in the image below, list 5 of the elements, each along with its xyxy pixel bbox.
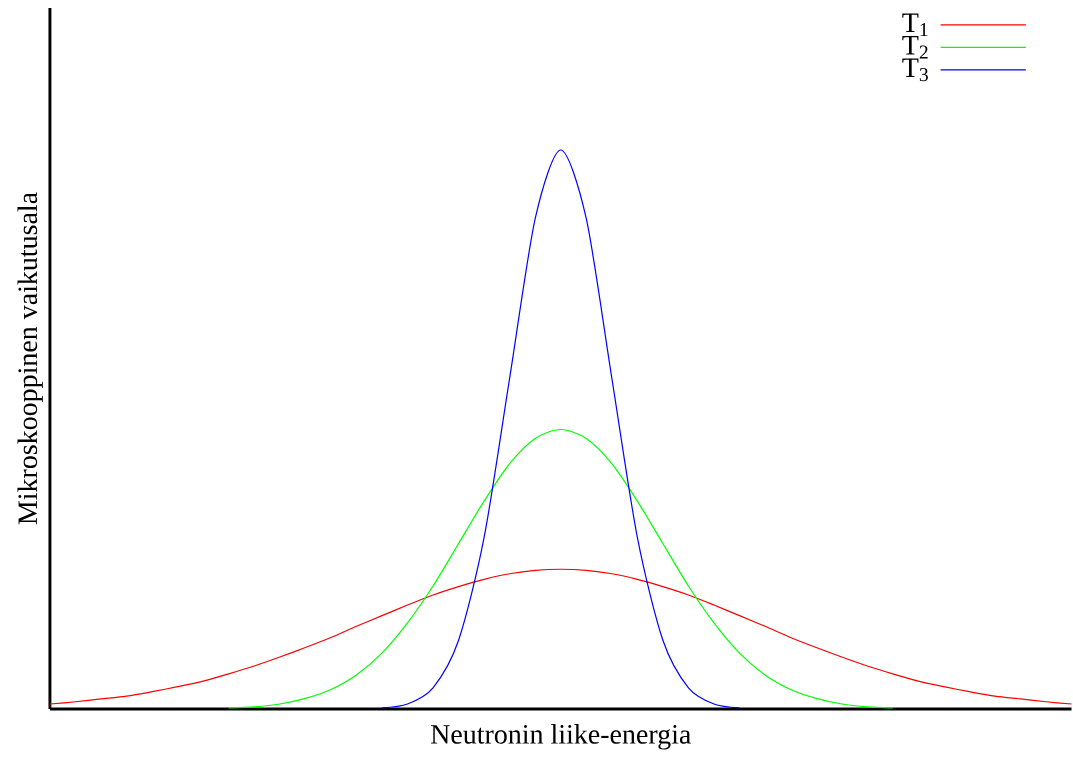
legend-label: T$_{1}$ [902,13,928,37]
legend-label: T$_{3}$ [902,58,928,82]
y-axis-title: Mikroskooppinen vaikutusala [17,192,43,525]
legend-label: T$_{2}$ [902,36,928,59]
x-axis-title: Neutronin liike-energia [430,724,691,750]
